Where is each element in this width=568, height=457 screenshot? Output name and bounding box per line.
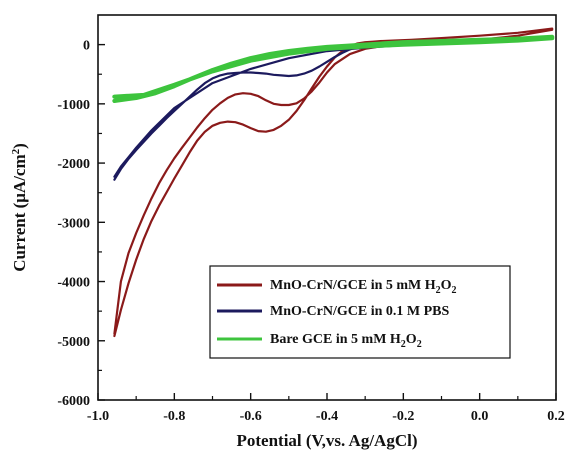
x-tick-label: -0.4 (316, 409, 338, 424)
x-axis-label: Potential (V,vs. Ag/AgCl) (236, 431, 417, 450)
series-line-mno-crn-h2o2 (113, 27, 554, 338)
x-tick-label: 0.0 (471, 409, 489, 424)
x-tick-label: -0.2 (392, 409, 414, 424)
legend-entry-1: MnO-CrN/GCE in 5 mM H2O2 (217, 278, 457, 296)
legend-label-mno-crn-h2o2: MnO-CrN/GCE in 5 mM H2O2 (270, 278, 457, 296)
y-axis-label-superscript: 2 (10, 148, 22, 154)
y-tick-label: -4000 (57, 276, 90, 291)
legend-entry-3: Bare GCE in 5 mM H2O2 (217, 332, 422, 350)
y-tick-label: 0 (83, 39, 90, 54)
y-axis-label: Current (μA/cm2) (10, 143, 29, 272)
y-tick-label: -3000 (57, 216, 90, 231)
series-line-mno-crn-pbs (113, 35, 554, 181)
x-tick-label: -0.6 (240, 409, 262, 424)
legend-label-mno-crn-pbs: MnO-CrN/GCE in 0.1 M PBS (270, 304, 449, 319)
legend-entry-2: MnO-CrN/GCE in 0.1 M PBS (217, 304, 449, 319)
axis-ticks (97, 43, 557, 401)
y-axis-label-main: Current (μA/cm (10, 154, 29, 271)
x-tick-label: 0.2 (547, 409, 565, 424)
series-layer (112, 27, 555, 338)
x-tick-label: -0.8 (163, 409, 185, 424)
y-tick-label: -6000 (57, 394, 90, 409)
tick-labels: -1.0 -0.8 -0.6 -0.4 -0.2 0.0 0.2 0 -1000 -2000 -30… (57, 39, 564, 424)
series-line-bare-gce-h2o2 (112, 34, 555, 104)
legend-label-bare-gce-h2o2: Bare GCE in 5 mM H2O2 (270, 332, 422, 350)
x-tick-label: -1.0 (87, 409, 109, 424)
y-tick-label: -1000 (57, 98, 90, 113)
y-tick-label: -2000 (57, 157, 90, 172)
y-axis-label-close: ) (10, 143, 29, 149)
legend: MnO-CrN/GCE in 5 mM H2O2 MnO-CrN/GCE in … (209, 265, 511, 359)
y-tick-label: -5000 (57, 335, 90, 350)
